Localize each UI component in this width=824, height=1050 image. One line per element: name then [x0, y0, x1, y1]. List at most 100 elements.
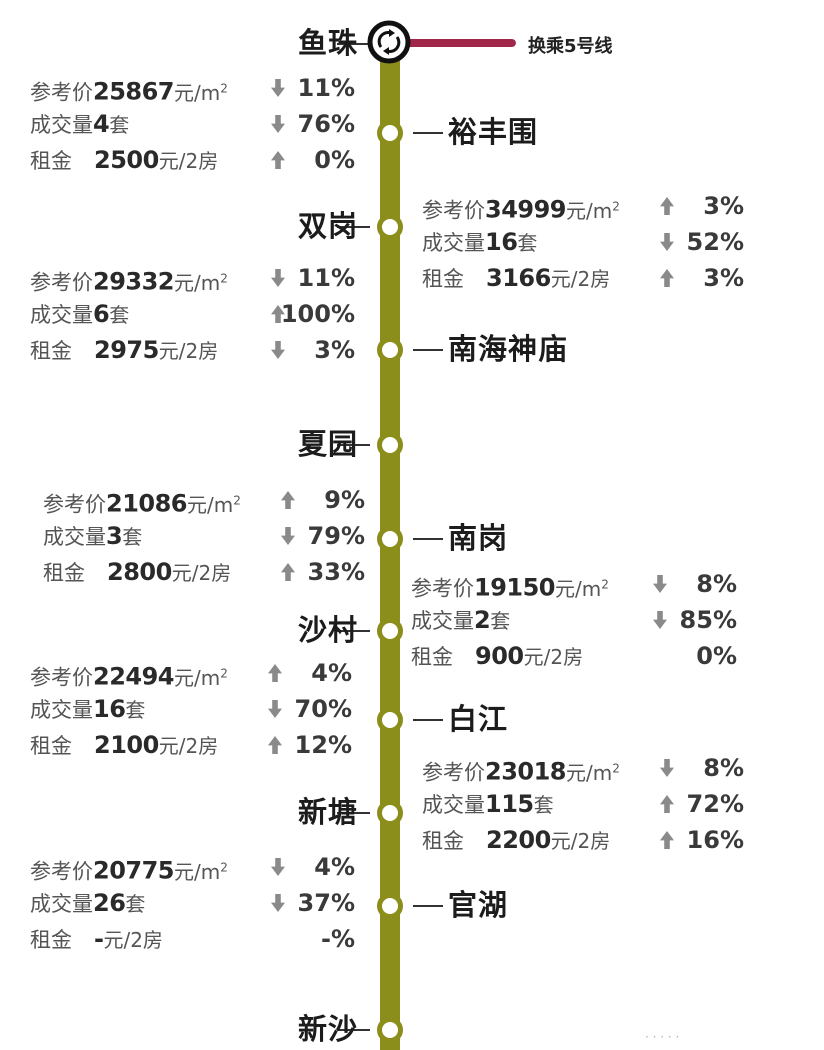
price-unit-text: 元/m: [174, 270, 221, 295]
stats-block-xintang: 参考价23018元/m2 8% 成交量115套 72% 租金 2200元/2房 16%: [422, 750, 744, 858]
rent-row: 租金 2975元/2房 3%: [30, 332, 355, 368]
rent-change-pct: 3%: [703, 264, 744, 292]
volume-change-pct: 100%: [280, 300, 355, 328]
station-dot-shuanggang: [377, 214, 403, 240]
down-arrow-icon: [660, 759, 674, 777]
station-name-yufengwei: 裕丰围: [448, 115, 539, 149]
price-value: 22494: [93, 662, 175, 691]
volume-change-pct: 79%: [307, 522, 365, 550]
price-change-pct: 4%: [311, 659, 352, 687]
rent-value: 900: [475, 642, 524, 670]
station-dot-guanhu: [377, 893, 403, 919]
up-arrow-icon: [281, 491, 295, 509]
volume-row: 成交量16套 70%: [30, 691, 352, 727]
rent-change-pct: 0%: [696, 642, 737, 670]
rent-unit-text: 元/2房: [171, 561, 232, 585]
volume-unit-text: 套: [490, 609, 511, 633]
station-dot-nangang: [377, 526, 403, 552]
volume-unit-text: 套: [125, 698, 146, 722]
price-unit-text: 2: [220, 666, 228, 680]
transfer-arrows-icon: [367, 20, 411, 64]
volume-unit-text: 套: [517, 231, 538, 255]
station-dot-shacun: [377, 618, 403, 644]
price-row: 参考价25867元/m2 11%: [30, 70, 355, 106]
volume-label: 成交量: [422, 793, 485, 817]
rent-row: 租金 2800元/2房 33%: [43, 554, 365, 590]
price-change-pct: 11%: [297, 74, 355, 102]
price-unit-text: 元/m: [174, 665, 221, 690]
station-name-xinsha: 新沙: [297, 1012, 358, 1046]
rent-unit: 元/2房: [524, 645, 583, 669]
volume-change-pct: 70%: [294, 695, 352, 723]
price-row: 参考价22494元/m2 4%: [30, 655, 352, 691]
rent-label: 租金: [43, 561, 85, 585]
rent-label: 租金: [30, 928, 72, 952]
rent-row: 租金 2200元/2房 16%: [422, 822, 744, 858]
volume-value: 2: [474, 606, 491, 634]
price-value: 19150: [474, 573, 556, 602]
price-change-pct: 9%: [324, 486, 365, 514]
station-connector-shacun: [337, 630, 370, 632]
rent-unit: 元/2房: [103, 928, 162, 952]
station-connector-xinsha: [337, 1029, 370, 1031]
station-name-yuzhu: 鱼珠: [297, 26, 358, 60]
rent-unit-text: 元/2房: [158, 149, 219, 173]
volume-unit: 套: [109, 113, 129, 137]
volume-unit: 套: [125, 698, 145, 722]
station-dot-xinsha: [377, 1017, 403, 1043]
down-arrow-icon: [271, 341, 285, 359]
station-connector-nanhaishenmiao: [413, 349, 443, 351]
station-dot-xiayuan: [377, 432, 403, 458]
price-label: 参考价: [411, 576, 474, 601]
rent-unit: 元/2房: [551, 267, 610, 291]
rent-change-pct: 3%: [314, 336, 355, 364]
rent-row: 租金 2500元/2房 0%: [30, 142, 355, 178]
volume-unit: 套: [534, 793, 554, 817]
station-connector-shuanggang: [337, 226, 370, 228]
volume-value: 4: [93, 110, 110, 138]
station-dot-yufengwei: [377, 120, 403, 146]
volume-unit: 套: [109, 303, 129, 327]
station-connector-yuzhu: [337, 43, 370, 45]
transfer-label: 换乘5号线: [528, 36, 613, 57]
rent-value: 2800: [107, 558, 172, 586]
volume-label: 成交量: [30, 113, 93, 137]
rent-unit: 元/2房: [159, 734, 218, 758]
rent-unit-text: 元/2房: [550, 829, 611, 853]
stats-block-yuzhu: 参考价25867元/m2 11% 成交量4套 76% 租金 2500元/2房 0%: [30, 70, 355, 178]
rent-change-pct: 0%: [314, 146, 355, 174]
price-unit-text: 元/m: [174, 859, 221, 884]
station-name-xiayuan: 夏园: [297, 427, 358, 461]
volume-unit-text: 套: [125, 892, 146, 916]
line-5-transfer-bar: [405, 39, 516, 47]
rent-value: 3166: [486, 264, 551, 292]
volume-unit: 套: [125, 892, 145, 916]
stats-block-shacun: 参考价19150元/m2 8% 成交量2套 85% 租金 900元/2房 0%: [411, 566, 737, 674]
price-unit-text: 2: [220, 860, 228, 874]
up-arrow-icon: [268, 664, 282, 682]
rent-value: 2100: [94, 731, 159, 759]
price-row: 参考价29332元/m2 11%: [30, 260, 355, 296]
stats-block-guanhu: 参考价20775元/m2 4% 成交量26套 37% 租金 -元/2房 -%: [30, 849, 355, 957]
volume-unit-text: 套: [109, 303, 130, 327]
watermark: · · · · ·: [645, 1030, 680, 1044]
up-arrow-icon: [660, 269, 674, 287]
price-unit: 元/m2: [174, 271, 228, 295]
volume-row: 成交量16套 52%: [422, 224, 744, 260]
price-row: 参考价19150元/m2 8%: [411, 566, 737, 602]
station-connector-xintang: [337, 812, 370, 814]
price-change-pct: 8%: [696, 570, 737, 598]
price-unit: 元/m2: [555, 577, 609, 601]
station-connector-guanhu: [413, 905, 443, 907]
price-unit-text: 元/m: [187, 492, 234, 517]
volume-row: 成交量115套 72%: [422, 786, 744, 822]
station-connector-xiayuan: [337, 444, 370, 446]
stats-block-nangang: 参考价21086元/m2 9% 成交量3套 79% 租金 2800元/2房 33%: [43, 482, 365, 590]
down-arrow-icon: [268, 700, 282, 718]
rent-value: -: [94, 925, 104, 953]
station-name-shuanggang: 双岗: [297, 209, 358, 243]
volume-label: 成交量: [422, 231, 485, 255]
up-arrow-icon: [660, 831, 674, 849]
volume-label: 成交量: [30, 892, 93, 916]
price-unit-text: 2: [612, 199, 620, 213]
